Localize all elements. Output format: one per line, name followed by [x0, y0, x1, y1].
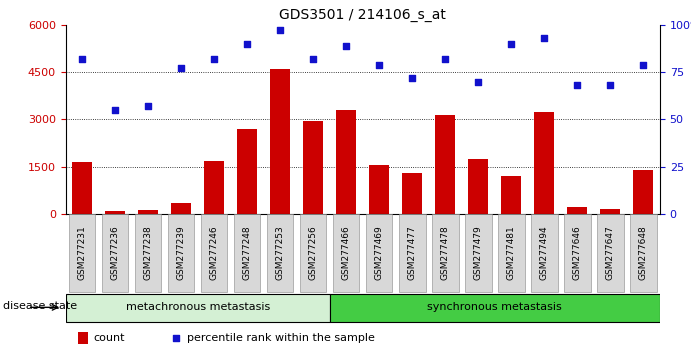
Point: [142, 103, 153, 109]
Point: [638, 62, 649, 67]
FancyBboxPatch shape: [300, 214, 326, 292]
FancyBboxPatch shape: [366, 214, 392, 292]
FancyBboxPatch shape: [432, 214, 459, 292]
FancyBboxPatch shape: [465, 214, 491, 292]
FancyBboxPatch shape: [531, 214, 558, 292]
Text: GSM277469: GSM277469: [375, 226, 384, 280]
Point: [209, 56, 220, 62]
FancyBboxPatch shape: [597, 214, 623, 292]
FancyBboxPatch shape: [399, 214, 426, 292]
Text: percentile rank within the sample: percentile rank within the sample: [187, 333, 375, 343]
FancyBboxPatch shape: [234, 214, 261, 292]
FancyBboxPatch shape: [564, 214, 591, 292]
FancyBboxPatch shape: [267, 214, 294, 292]
Bar: [600, 209, 621, 214]
Text: GSM277238: GSM277238: [144, 226, 153, 280]
Title: GDS3501 / 214106_s_at: GDS3501 / 214106_s_at: [279, 8, 446, 22]
Point: [307, 56, 319, 62]
FancyBboxPatch shape: [69, 214, 95, 292]
Point: [539, 35, 550, 41]
Text: GSM277239: GSM277239: [177, 226, 186, 280]
Text: GSM277646: GSM277646: [573, 226, 582, 280]
Point: [572, 82, 583, 88]
FancyBboxPatch shape: [66, 294, 330, 322]
Point: [242, 41, 253, 46]
Bar: [77, 332, 88, 344]
Text: GSM277478: GSM277478: [441, 226, 450, 280]
Bar: [370, 165, 389, 214]
Text: disease state: disease state: [3, 301, 77, 312]
Text: GSM277647: GSM277647: [606, 226, 615, 280]
Point: [374, 62, 385, 67]
FancyBboxPatch shape: [330, 294, 660, 322]
Point: [170, 335, 181, 341]
Bar: [337, 110, 356, 214]
Point: [275, 28, 286, 33]
Bar: [205, 160, 224, 214]
FancyBboxPatch shape: [102, 214, 129, 292]
FancyBboxPatch shape: [201, 214, 227, 292]
Point: [506, 41, 517, 46]
FancyBboxPatch shape: [168, 214, 194, 292]
Text: GSM277248: GSM277248: [243, 226, 252, 280]
Bar: [105, 211, 125, 214]
Text: GSM277648: GSM277648: [639, 226, 648, 280]
Point: [473, 79, 484, 84]
Bar: [237, 129, 257, 214]
Text: GSM277494: GSM277494: [540, 226, 549, 280]
FancyBboxPatch shape: [333, 214, 359, 292]
Point: [341, 43, 352, 48]
Bar: [138, 210, 158, 214]
Text: GSM277231: GSM277231: [77, 226, 86, 280]
Text: GSM277236: GSM277236: [111, 226, 120, 280]
Point: [439, 56, 451, 62]
Point: [407, 75, 418, 81]
Point: [605, 82, 616, 88]
Bar: [502, 176, 521, 214]
Text: GSM277256: GSM277256: [309, 226, 318, 280]
Text: GSM277481: GSM277481: [507, 226, 516, 280]
Text: synchronous metastasis: synchronous metastasis: [428, 302, 562, 312]
Bar: [73, 162, 92, 214]
Text: GSM277477: GSM277477: [408, 226, 417, 280]
Point: [176, 65, 187, 71]
Text: GSM277466: GSM277466: [342, 226, 351, 280]
FancyBboxPatch shape: [498, 214, 524, 292]
Bar: [171, 203, 191, 214]
FancyBboxPatch shape: [630, 214, 656, 292]
Bar: [270, 69, 290, 214]
Bar: [303, 121, 323, 214]
Bar: [468, 159, 489, 214]
Bar: [634, 170, 653, 214]
FancyBboxPatch shape: [135, 214, 162, 292]
Bar: [402, 173, 422, 214]
Bar: [567, 207, 587, 214]
Text: GSM277246: GSM277246: [209, 226, 219, 280]
Bar: [534, 112, 554, 214]
Text: metachronous metastasis: metachronous metastasis: [126, 302, 269, 312]
Text: GSM277479: GSM277479: [474, 226, 483, 280]
Point: [77, 56, 88, 62]
Point: [110, 107, 121, 113]
Text: count: count: [93, 333, 125, 343]
Text: GSM277253: GSM277253: [276, 226, 285, 280]
Bar: [435, 115, 455, 214]
